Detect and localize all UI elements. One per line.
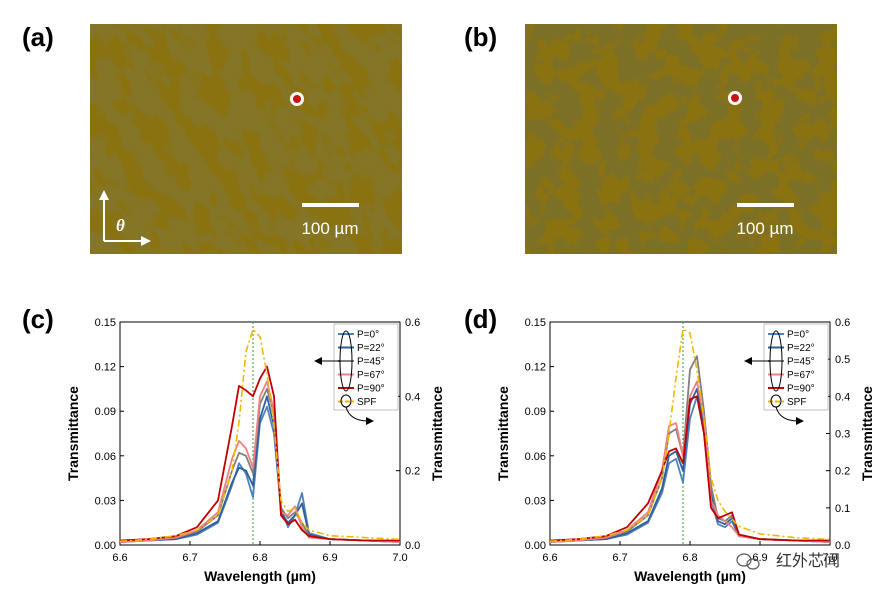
series-line-spf	[549, 328, 831, 543]
y-tick-right-label: 0.0	[405, 540, 420, 552]
y-tick-left-label: 0.06	[95, 451, 116, 463]
panel-label-d: (d)	[464, 304, 497, 334]
x-tick-label: 6.6	[542, 552, 557, 564]
arrow-right-icon	[141, 236, 151, 246]
y-tick-right-label: 0.1	[835, 503, 850, 515]
arrow-up-icon	[99, 190, 109, 200]
legend-entry: P=0°	[787, 330, 809, 341]
legend-entry: P=67°	[357, 370, 385, 381]
micrograph-b-texture	[525, 24, 837, 254]
y-tick-left-label: 0.12	[525, 362, 546, 374]
y-axis-label-left: Transmittance	[495, 386, 511, 481]
y-axis-label-right: Transmittance	[859, 386, 875, 481]
series-line-p90	[119, 365, 400, 542]
y-tick-right-label: 0.2	[835, 466, 850, 478]
legend-entry: P=0°	[357, 330, 379, 341]
x-tick-label: 6.6	[112, 552, 127, 564]
legend-entry: P=22°	[787, 343, 815, 354]
x-tick-label: 6.8	[682, 552, 697, 564]
legend-entry: P=67°	[787, 370, 815, 381]
y-tick-right-label: 0.6	[405, 317, 420, 329]
y-tick-right-label: 0.5	[835, 354, 850, 366]
y-tick-left-label: 0.00	[525, 540, 546, 552]
x-tick-label: 6.9	[752, 552, 767, 564]
scale-label-b: 100 µm	[736, 219, 793, 238]
y-tick-left-label: 0.09	[525, 406, 546, 418]
micrograph-b: 100 µm	[525, 24, 837, 254]
panel-label-c: (c)	[22, 304, 54, 334]
y-tick-left-label: 0.03	[95, 495, 116, 507]
x-axis-label: Wavelength (µm)	[204, 568, 316, 584]
arrow-left-icon	[744, 357, 752, 365]
y-tick-left-label: 0.03	[525, 495, 546, 507]
series-line-spf	[119, 328, 401, 543]
y-tick-left-label: 0.09	[95, 406, 116, 418]
y-tick-right-label: 0.4	[835, 391, 850, 403]
arrow-right-icon	[366, 417, 374, 425]
y-tick-left-label: 0.00	[95, 540, 116, 552]
series-line-p90	[549, 395, 830, 542]
arrow-right-curve	[775, 406, 799, 422]
marker-b-dot	[731, 94, 739, 102]
series-line-p22	[549, 387, 831, 543]
legend-entry: SPF	[357, 397, 376, 408]
y-tick-left-label: 0.06	[525, 451, 546, 463]
chart-d: 6.6 6.7 6.8 6.9 7.0 0.00 0.03 0.06 0.09 0.12 0.15 0…	[495, 317, 875, 584]
arrow-left-icon	[314, 357, 322, 365]
y-tick-left-label: 0.12	[95, 362, 116, 374]
series-line-p67	[549, 380, 831, 543]
series-line-p22	[119, 395, 401, 543]
legend-entry: P=90°	[357, 384, 385, 395]
legend-entry: P=45°	[357, 357, 385, 368]
y-tick-right-label: 0.6	[835, 317, 850, 329]
y-tick-right-label: 0.2	[405, 466, 420, 478]
x-tick-label: 6.9	[322, 552, 337, 564]
legend-entry: P=45°	[787, 357, 815, 368]
watermark: 红外芯闻	[776, 551, 840, 570]
panel-label-b: (b)	[464, 22, 497, 52]
x-tick-label: 7.0	[392, 552, 407, 564]
x-tick-label: 6.7	[612, 552, 627, 564]
y-tick-right-label: 0.4	[405, 391, 420, 403]
theta-label: θ	[116, 216, 125, 235]
scale-label-a: 100 µm	[301, 219, 358, 238]
series-line-p0	[549, 395, 831, 543]
scale-bar-a	[302, 203, 359, 207]
y-tick-right-label: 0.0	[835, 540, 850, 552]
legend-entry: P=22°	[357, 343, 385, 354]
legend-entry: P=90°	[787, 384, 815, 395]
y-tick-left-label: 0.15	[525, 317, 546, 329]
panel-label-a: (a)	[22, 22, 54, 52]
arrow-right-icon	[796, 417, 804, 425]
scale-bar-b	[737, 203, 794, 207]
y-tick-left-label: 0.15	[95, 317, 116, 329]
x-tick-label: 6.8	[252, 552, 267, 564]
wechat-icon	[736, 553, 760, 570]
series-line-p45	[119, 387, 401, 543]
x-tick-label: 6.7	[182, 552, 197, 564]
y-axis-label-left: Transmittance	[65, 386, 81, 481]
chart-c: 6.6 6.7 6.8 6.9 7.0 0.00 0.03 0.06 0.09 0.12 0.15 0…	[65, 317, 445, 584]
marker-a-dot	[293, 95, 301, 103]
y-axis-label-right: Transmittance	[429, 386, 445, 481]
y-tick-right-label: 0.3	[835, 429, 850, 441]
x-axis-label: Wavelength (µm)	[634, 568, 746, 584]
legend-entry: SPF	[787, 397, 806, 408]
x-tick-label: 7.0	[822, 552, 837, 564]
micrograph-a-texture	[90, 23, 403, 254]
micrograph-a: 100 µm θ	[90, 23, 403, 254]
arrow-right-curve	[345, 406, 369, 422]
